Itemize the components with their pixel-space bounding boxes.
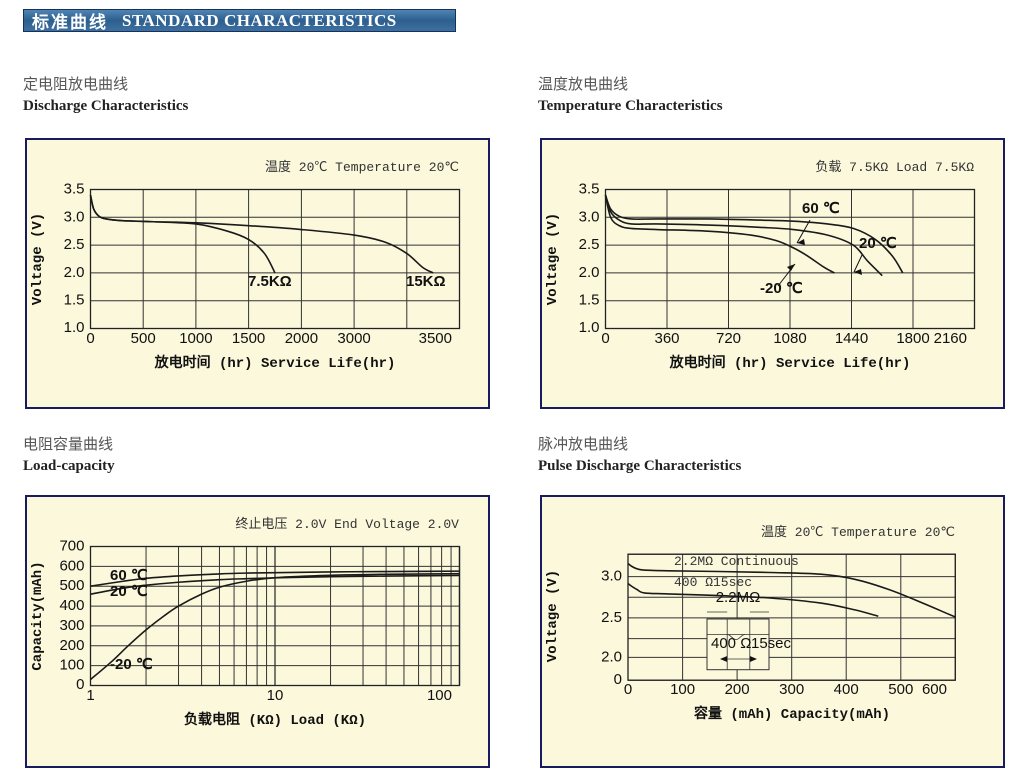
svg-text:-20 ℃: -20 ℃: [110, 656, 153, 673]
svg-text:1.5: 1.5: [64, 292, 85, 309]
svg-text:1.0: 1.0: [579, 319, 600, 336]
svg-text:15sec: 15sec: [751, 635, 792, 652]
svg-text:Voltage (V): Voltage (V): [545, 570, 561, 662]
svg-text:1: 1: [86, 687, 94, 704]
svg-text:400: 400: [59, 597, 84, 614]
svg-text:7.5KΩ: 7.5KΩ: [248, 273, 292, 290]
svg-text:600: 600: [922, 681, 947, 698]
svg-text:300: 300: [779, 681, 804, 698]
svg-text:终止电压 2.0V End Voltage 2.0V: 终止电压 2.0V End Voltage 2.0V: [235, 516, 459, 532]
svg-text:400: 400: [834, 681, 859, 698]
svg-text:2.0: 2.0: [64, 264, 85, 281]
svg-text:360: 360: [654, 330, 679, 347]
svg-text:3.0: 3.0: [601, 568, 622, 585]
svg-text:20 ℃: 20 ℃: [110, 583, 148, 600]
svg-text:3500: 3500: [419, 330, 452, 347]
svg-text:2.2MΩ: 2.2MΩ: [716, 589, 761, 606]
svg-text:2.5: 2.5: [601, 609, 622, 626]
svg-text:1000: 1000: [179, 330, 212, 347]
svg-text:2.2MΩ Continuous: 2.2MΩ Continuous: [674, 554, 799, 569]
svg-text:Capacity(mAh): Capacity(mAh): [30, 561, 46, 670]
svg-text:60 ℃: 60 ℃: [110, 567, 148, 584]
svg-text:400 Ω: 400 Ω: [711, 635, 751, 652]
svg-text:Voltage (V): Voltage (V): [545, 213, 561, 305]
svg-text:负载电阻 (KΩ) Load (KΩ): 负载电阻 (KΩ) Load (KΩ): [184, 711, 366, 729]
svg-text:1800: 1800: [896, 330, 929, 347]
svg-text:2.0: 2.0: [601, 648, 622, 665]
svg-text:200: 200: [59, 637, 84, 654]
svg-text:500: 500: [888, 681, 913, 698]
svg-text:200: 200: [725, 681, 750, 698]
svg-text:0: 0: [86, 330, 94, 347]
svg-text:0: 0: [601, 330, 609, 347]
svg-text:1.0: 1.0: [64, 319, 85, 336]
svg-text:0: 0: [76, 676, 84, 693]
svg-text:1.5: 1.5: [579, 292, 600, 309]
svg-text:1080: 1080: [773, 330, 806, 347]
svg-text:720: 720: [716, 330, 741, 347]
svg-text:放电时间 (hr) Service Life(hr): 放电时间 (hr) Service Life(hr): [154, 354, 396, 372]
svg-text:15KΩ: 15KΩ: [406, 273, 446, 290]
svg-text:1500: 1500: [232, 330, 265, 347]
svg-text:温度 20℃ Temperature 20℃: 温度 20℃ Temperature 20℃: [265, 159, 459, 175]
svg-text:700: 700: [59, 538, 84, 555]
svg-text:3.5: 3.5: [579, 181, 600, 198]
svg-text:3.5: 3.5: [64, 181, 85, 198]
svg-text:100: 100: [427, 687, 452, 704]
svg-text:容量 (mAh) Capacity(mAh): 容量 (mAh) Capacity(mAh): [693, 705, 890, 723]
svg-text:2000: 2000: [285, 330, 318, 347]
svg-text:3000: 3000: [337, 330, 370, 347]
svg-text:100: 100: [670, 681, 695, 698]
svg-text:500: 500: [59, 577, 84, 594]
svg-text:20 ℃: 20 ℃: [859, 235, 897, 252]
svg-text:0: 0: [624, 681, 632, 698]
svg-text:60 ℃: 60 ℃: [802, 200, 840, 217]
svg-text:0: 0: [614, 671, 622, 688]
svg-text:3.0: 3.0: [64, 208, 85, 225]
svg-text:-20 ℃: -20 ℃: [760, 280, 803, 297]
svg-text:400 Ω15sec: 400 Ω15sec: [674, 575, 752, 590]
svg-text:2.5: 2.5: [64, 236, 85, 253]
svg-text:500: 500: [131, 330, 156, 347]
svg-text:温度 20℃ Temperature 20℃: 温度 20℃ Temperature 20℃: [761, 524, 955, 540]
svg-text:1440: 1440: [835, 330, 868, 347]
svg-text:3.0: 3.0: [579, 208, 600, 225]
svg-text:100: 100: [59, 657, 84, 674]
svg-text:Voltage (V): Voltage (V): [30, 213, 46, 305]
svg-text:300: 300: [59, 617, 84, 634]
svg-text:放电时间 (hr) Service Life(hr): 放电时间 (hr) Service Life(hr): [669, 354, 911, 372]
svg-text:600: 600: [59, 557, 84, 574]
svg-text:2.5: 2.5: [579, 236, 600, 253]
svg-text:10: 10: [267, 687, 284, 704]
svg-text:2160: 2160: [934, 330, 967, 347]
svg-text:2.0: 2.0: [579, 264, 600, 281]
svg-text:负载 7.5KΩ Load 7.5KΩ: 负载 7.5KΩ Load 7.5KΩ: [815, 160, 974, 175]
